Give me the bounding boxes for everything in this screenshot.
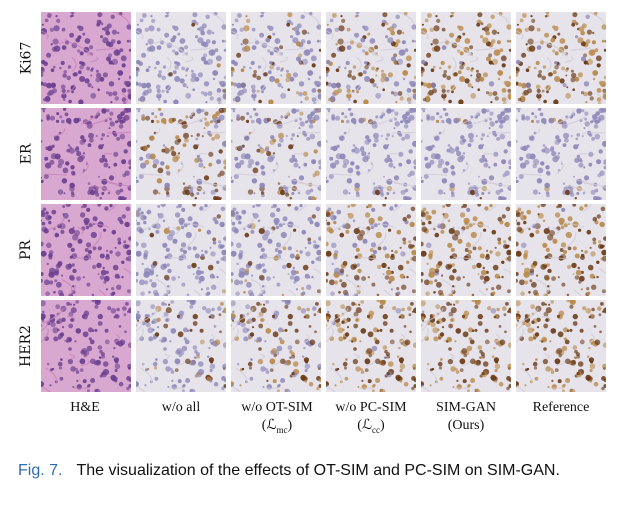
tile-er-sim-gan bbox=[421, 108, 511, 200]
figure-caption: Fig. 7. The visualization of the effects … bbox=[18, 461, 618, 481]
caption-text: The visualization of the effects of OT-S… bbox=[76, 462, 560, 479]
tile-ki67-sim-gan bbox=[421, 12, 511, 104]
tile-ki67-wo-ot-sim bbox=[231, 12, 321, 104]
tile-ki67-wo-pc-sim bbox=[326, 12, 416, 104]
col-label-reference: Reference bbox=[532, 400, 590, 415]
tile-her2-wo-all bbox=[136, 300, 226, 392]
tile-pr-he bbox=[41, 204, 131, 296]
tile-er-wo-ot-sim bbox=[231, 108, 321, 200]
tile-pr-wo-ot-sim bbox=[231, 204, 321, 296]
tile-pr-reference bbox=[516, 204, 606, 296]
tile-pr-wo-pc-sim bbox=[326, 204, 416, 296]
col-label-he: H&E bbox=[70, 400, 100, 415]
col-label-wo-all: w/o all bbox=[161, 400, 201, 415]
col-label-sim-gan: SIM-GAN (Ours) bbox=[436, 400, 496, 433]
tile-er-he bbox=[41, 108, 131, 200]
tile-ki67-wo-all bbox=[136, 12, 226, 104]
figure-number: Fig. 7. bbox=[18, 462, 63, 479]
tile-er-wo-all bbox=[136, 108, 226, 200]
tile-ki67-he bbox=[41, 12, 131, 104]
row-label-er: ER bbox=[18, 143, 35, 165]
tile-pr-sim-gan bbox=[421, 204, 511, 296]
tile-er-reference bbox=[516, 108, 606, 200]
tile-her2-wo-ot-sim bbox=[231, 300, 321, 392]
tile-ki67-reference bbox=[516, 12, 606, 104]
row-label-ki67: Ki67 bbox=[18, 41, 35, 75]
row-label-her2: HER2 bbox=[18, 325, 35, 367]
tile-her2-wo-pc-sim bbox=[326, 300, 416, 392]
col-label-wo-pc-sim: w/o PC-SIM (ℒcc) bbox=[335, 400, 407, 435]
col-label-wo-ot-sim: w/o OT-SIM (ℒmc) bbox=[241, 400, 313, 435]
tile-her2-reference bbox=[516, 300, 606, 392]
tile-her2-he bbox=[41, 300, 131, 392]
tile-er-wo-pc-sim bbox=[326, 108, 416, 200]
row-label-pr: PR bbox=[18, 240, 34, 260]
tile-her2-sim-gan bbox=[421, 300, 511, 392]
tile-pr-wo-all bbox=[136, 204, 226, 296]
